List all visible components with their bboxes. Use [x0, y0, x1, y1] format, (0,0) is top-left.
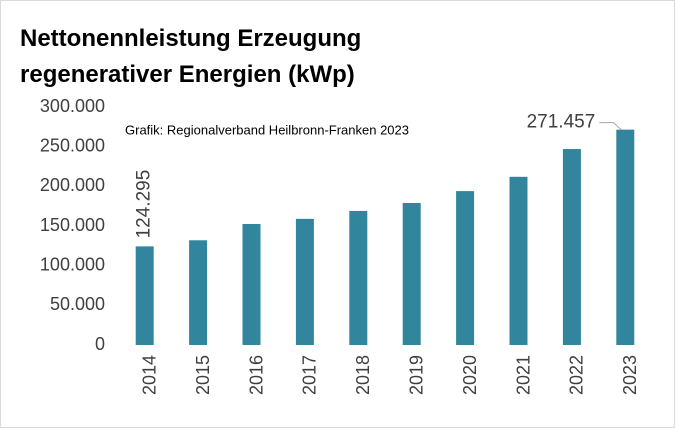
bar	[456, 191, 475, 345]
x-tick-label: 2017	[300, 355, 320, 395]
x-tick-label: 2015	[193, 355, 213, 395]
bar	[562, 149, 581, 345]
y-tick-label: 250.000	[40, 135, 105, 155]
y-tick-label: 300.000	[40, 96, 105, 116]
bar	[242, 224, 261, 345]
bar	[509, 176, 528, 345]
bar	[616, 129, 635, 345]
x-tick-label: 2018	[353, 355, 373, 395]
bar	[135, 246, 154, 345]
bar	[295, 218, 314, 345]
x-tick-label: 2019	[406, 355, 426, 395]
value-label: 124.295	[134, 170, 155, 239]
chart-title-line-2: regenerativer Energien (kWp)	[20, 61, 355, 88]
y-tick-label: 50.000	[50, 294, 105, 314]
y-tick-label: 100.000	[40, 254, 105, 274]
value-label: 271.457	[527, 112, 596, 133]
x-tick-label: 2016	[246, 355, 266, 395]
y-tick-label: 0	[95, 334, 105, 354]
annotation: Grafik: Regionalverband Heilbronn-Franke…	[125, 122, 409, 137]
x-tick-label: 2023	[620, 355, 640, 395]
bar	[402, 202, 421, 345]
bar	[189, 240, 208, 345]
x-tick-label: 2021	[513, 355, 533, 395]
leader-line	[599, 122, 622, 131]
x-tick-label: 2020	[460, 355, 480, 395]
y-tick-label: 150.000	[40, 215, 105, 235]
x-tick-label: 2022	[567, 355, 587, 395]
chart-title-line-1: Nettonennleistung Erzeugung	[20, 25, 361, 52]
y-tick-label: 200.000	[40, 175, 105, 195]
x-tick-label: 2014	[139, 355, 159, 395]
bar	[349, 210, 368, 345]
